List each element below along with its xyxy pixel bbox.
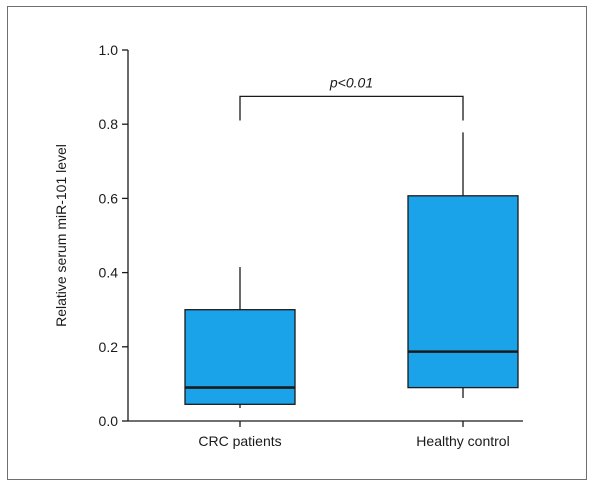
y-tick-label: 1.0 <box>99 42 119 58</box>
significance-bracket <box>239 95 464 121</box>
box-body <box>184 309 296 405</box>
x-category-label: CRC patients <box>198 433 281 449</box>
x-category-label: Healthy control <box>416 433 509 449</box>
boxes <box>184 132 519 409</box>
y-tick-label: 0.6 <box>99 190 119 206</box>
y-tick-label: 0.4 <box>99 265 119 281</box>
significance-annotation: p<0.01 <box>239 74 464 121</box>
significance-label: p<0.01 <box>329 74 373 90</box>
box-healthy-control <box>407 132 519 398</box>
y-axis-title: Relative serum miR-101 level <box>53 144 69 327</box>
x-axis: CRC patients Healthy control <box>128 420 523 449</box>
box-crc-patients <box>184 267 296 409</box>
y-tick-label: 0.8 <box>99 116 119 132</box>
box-plot-chart: 0.0 0.2 0.4 0.6 0.8 1.0 CRC patients Healthy c… <box>53 42 523 449</box>
y-axis: 0.0 0.2 0.4 0.6 0.8 1.0 <box>99 42 129 429</box>
y-tick-label: 0.0 <box>99 413 119 429</box>
box-body <box>407 195 519 389</box>
y-tick-label: 0.2 <box>99 339 119 355</box>
figure-frame: 0.0 0.2 0.4 0.6 0.8 1.0 CRC patients Healthy c… <box>7 6 587 480</box>
